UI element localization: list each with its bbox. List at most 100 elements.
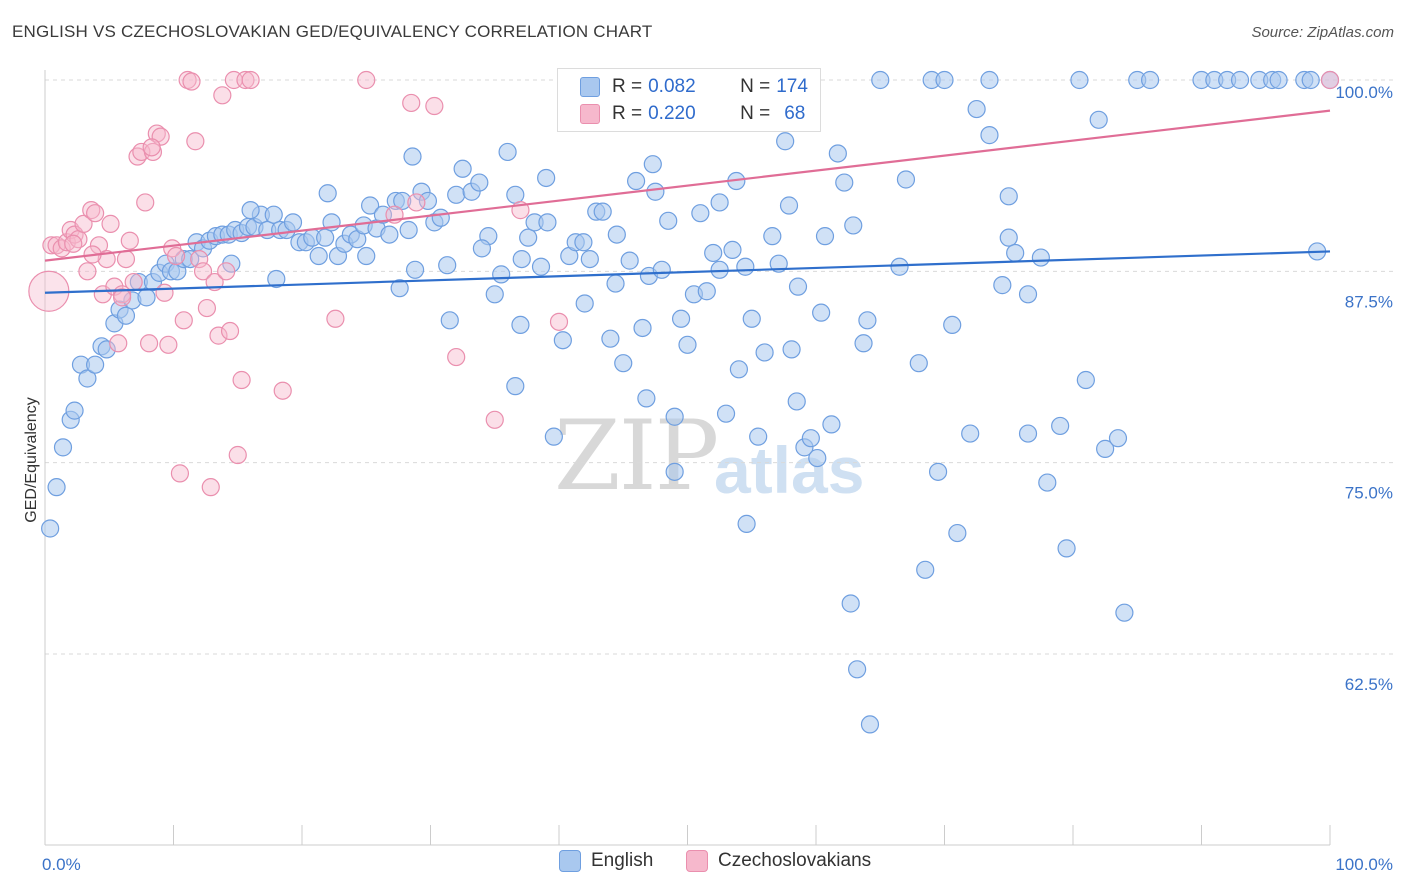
czech-point <box>78 262 97 281</box>
english-point <box>137 288 156 307</box>
english-point <box>241 201 260 220</box>
czech-point <box>155 283 174 302</box>
english-point <box>431 208 450 227</box>
english-point <box>637 389 656 408</box>
czech-point <box>64 234 83 253</box>
czech-swatch <box>686 850 708 872</box>
czech-point <box>186 132 205 151</box>
series-czechoslovakians <box>28 70 1340 497</box>
czech-point <box>139 334 159 353</box>
english-point <box>822 415 841 434</box>
english-point <box>41 519 60 538</box>
czech-point <box>549 312 569 331</box>
czech-point <box>42 236 61 255</box>
legend-item-czech[interactable]: Czechoslovakians <box>686 850 871 872</box>
czech-point <box>166 246 186 266</box>
x-tick-label-min: 0.0% <box>42 855 81 874</box>
english-point <box>1006 243 1025 263</box>
watermark-atlas: atlas <box>714 433 865 507</box>
czech-point <box>136 193 155 212</box>
english-point <box>472 239 491 258</box>
english-point <box>318 184 337 203</box>
english-point <box>643 155 662 174</box>
english-point <box>86 355 105 374</box>
english-point <box>399 220 418 240</box>
english-point <box>309 246 328 266</box>
english-point <box>815 227 835 246</box>
english-point <box>787 392 806 411</box>
english-point <box>511 315 530 335</box>
english-point <box>531 257 551 276</box>
y-tick-label: 75.0% <box>1345 484 1393 503</box>
chart-title: ENGLISH VS CZECHOSLOVAKIAN GED/EQUIVALEN… <box>12 22 653 41</box>
english-point <box>361 196 380 215</box>
english-point <box>620 251 639 270</box>
english-point <box>593 202 612 221</box>
legend-item-english[interactable]: English <box>559 850 653 872</box>
english-point <box>447 185 466 204</box>
czech-point <box>109 334 128 353</box>
english-point <box>544 427 563 446</box>
english-point <box>1096 439 1115 458</box>
english-point <box>737 514 756 533</box>
legend-english-label: English <box>591 850 654 871</box>
english-point <box>116 306 136 325</box>
czech-point <box>236 70 255 90</box>
legend-czech-label: Czechoslovakians <box>718 850 872 871</box>
r-label: R = <box>612 76 643 97</box>
stats-legend: R = 0.082 N = 174 R = 0.220 N = 68 <box>557 68 821 132</box>
czech-point <box>220 321 240 341</box>
english-point <box>890 257 909 276</box>
czech-point <box>201 478 220 497</box>
english-point <box>723 240 742 260</box>
czech-point <box>407 193 426 212</box>
r-value-english: 0.082 <box>648 76 696 97</box>
english-point <box>633 318 652 338</box>
y-tick-label: 100.0% <box>1335 83 1393 102</box>
czech-point <box>101 214 120 233</box>
english-point <box>78 369 97 388</box>
english-point <box>316 228 335 247</box>
english-point <box>961 424 980 443</box>
axis-labels: 62.5% 75.0% 87.5% 100.0% 0.0% 100.0% GED/Equiv… <box>23 83 1393 874</box>
english-point <box>980 70 999 90</box>
r-label: R = <box>612 103 643 124</box>
english-point <box>1031 248 1050 267</box>
english-point <box>1108 429 1128 448</box>
english-point <box>606 274 625 293</box>
x-tick-label-max: 100.0% <box>1335 855 1393 874</box>
english-point <box>601 329 620 348</box>
legend-row-czech: R = 0.220 N = 68 <box>580 101 805 127</box>
czech-point <box>182 72 201 91</box>
trend-lines <box>44 109 1331 294</box>
english-point <box>485 285 504 304</box>
n-value-czech: 68 <box>784 103 806 124</box>
english-point <box>678 335 697 354</box>
english-swatch <box>559 850 581 872</box>
english-point <box>871 70 890 90</box>
english-point <box>1057 539 1076 558</box>
czech-point <box>209 326 228 345</box>
english-point <box>928 462 948 481</box>
english-point <box>607 225 626 244</box>
english-point <box>776 132 795 151</box>
czech-point <box>174 311 193 330</box>
english-point <box>1018 285 1038 304</box>
czech-point <box>485 410 504 429</box>
english-point <box>380 225 399 244</box>
english-point <box>97 340 116 359</box>
english-point <box>828 144 847 163</box>
english-point <box>512 249 531 269</box>
english-point <box>1301 70 1320 90</box>
english-point <box>283 213 303 232</box>
czech-point <box>74 214 93 233</box>
english-point <box>671 309 691 328</box>
czech-point <box>217 262 236 281</box>
english-point <box>537 168 556 188</box>
english-point <box>440 311 459 330</box>
watermark-zip: ZIP <box>554 400 719 512</box>
czech-point <box>241 70 260 90</box>
english-point <box>264 205 283 224</box>
czech-point <box>86 204 105 223</box>
